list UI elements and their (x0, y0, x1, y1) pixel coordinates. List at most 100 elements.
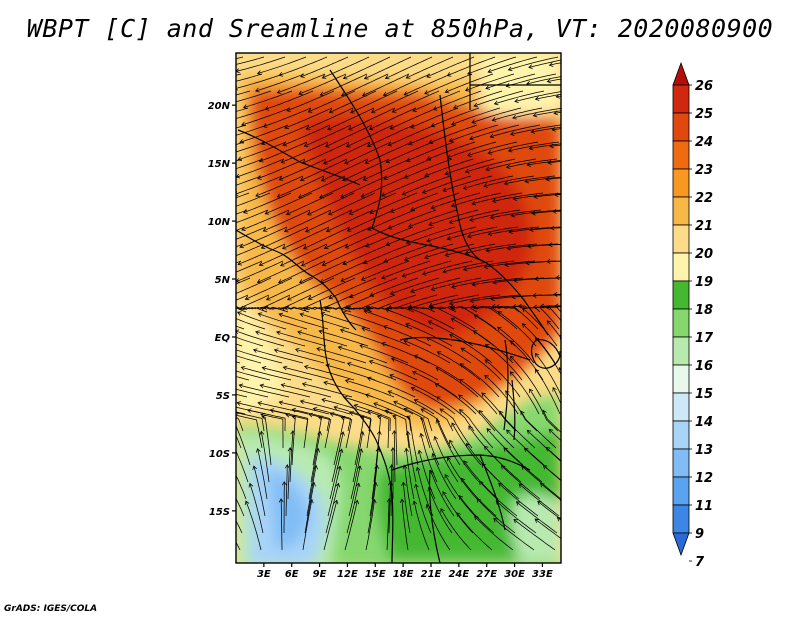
streamline-arrow (412, 500, 418, 506)
streamline (287, 277, 335, 301)
streamline (365, 226, 414, 247)
streamline-arrow (344, 304, 350, 310)
colorbar-swatch (672, 196, 690, 226)
streamline (369, 360, 418, 381)
streamline-arrow (554, 303, 559, 309)
streamline (333, 416, 345, 466)
streamline-arrow (212, 84, 216, 88)
streamline (467, 141, 518, 156)
streamline-arrow (391, 430, 397, 435)
streamline (388, 209, 437, 229)
streamline (420, 408, 452, 449)
streamline (264, 294, 312, 310)
streamline-arrow (281, 481, 287, 486)
streamline-arrow (257, 401, 263, 406)
streamline-arrow (218, 243, 222, 247)
streamline-arrow (259, 430, 265, 436)
streamline (361, 327, 411, 347)
colorbar-label: 12 (695, 471, 713, 486)
streamline-arrow (242, 104, 248, 109)
streamline-arrow (213, 190, 217, 194)
longitude-axis: 3E 6E 9E 12E 15E 18E 21E 24E 27E 30E 33E (257, 563, 553, 580)
border-mali-niger (237, 129, 301, 163)
streamline-arrow (558, 367, 561, 372)
streamline (537, 501, 561, 520)
latitude-axis: 20N 15N 10N 5N EQ 5S 10S 15S (208, 101, 236, 518)
streamline-arrow (260, 244, 266, 249)
streamline (546, 307, 561, 322)
colorbar-swatch (672, 112, 690, 142)
streamline (528, 59, 561, 68)
streamline-arrow (365, 305, 371, 311)
streamline-arrow (389, 464, 395, 469)
streamline (606, 333, 627, 380)
streamline (369, 277, 419, 297)
streamline (236, 370, 271, 381)
streamline (258, 402, 309, 415)
streamline (345, 379, 395, 398)
streamline-arrow (505, 390, 510, 395)
streamline (571, 142, 622, 144)
colorbar-label: 20 (695, 247, 713, 262)
streamline (386, 498, 390, 551)
streamline (521, 465, 561, 500)
streamline (340, 260, 389, 282)
streamline-arrow (465, 442, 471, 448)
streamline (266, 277, 314, 301)
streamline-arrow (497, 311, 503, 316)
lat-tick-label: 10S (209, 449, 230, 460)
streamline-arrow (604, 350, 608, 354)
streamline-arrow (573, 427, 577, 431)
streamline-arrow (444, 88, 450, 94)
streamline (305, 209, 353, 233)
streamline (392, 415, 398, 466)
streamline-arrow (389, 208, 395, 213)
streamline (367, 209, 416, 231)
streamline-arrow (383, 258, 389, 263)
streamline-arrow (473, 102, 479, 108)
streamline-arrow (566, 463, 570, 467)
streamline (349, 192, 397, 215)
streamline (576, 386, 600, 431)
streamline (484, 375, 519, 415)
streamline (472, 277, 524, 286)
streamline (236, 158, 285, 178)
streamline (555, 277, 561, 279)
streamline (445, 73, 494, 93)
streamline (319, 175, 367, 199)
streamline-arrow (278, 312, 284, 318)
streamline (367, 124, 415, 147)
streamline-arrow (255, 87, 260, 93)
streamline-arrow (369, 209, 374, 214)
streamline-arrow (404, 447, 409, 453)
streamline (318, 330, 369, 347)
streamline (465, 73, 515, 91)
streamline-arrow (537, 500, 542, 506)
streamline (364, 56, 412, 80)
streamline (525, 176, 561, 182)
streamline-arrow (553, 110, 558, 116)
streamline (588, 478, 622, 516)
streamline (442, 260, 494, 273)
streamline (410, 192, 460, 211)
streamline (350, 90, 398, 114)
streamline (410, 277, 461, 293)
streamline (557, 517, 561, 521)
streamline-arrow (406, 415, 411, 420)
streamline (558, 367, 561, 372)
streamline (430, 470, 455, 517)
streamline (237, 141, 287, 161)
streamline-arrow (512, 304, 517, 309)
streamline (365, 141, 413, 164)
streamline-arrow (427, 486, 433, 492)
streamline-arrow (284, 464, 290, 469)
streamline-arrow (490, 296, 495, 302)
streamline-arrow (333, 499, 339, 505)
streamline (285, 414, 309, 449)
streamline (258, 313, 308, 330)
streamline-arrow (200, 100, 204, 104)
streamline-arrow (547, 160, 552, 165)
streamline-arrow (236, 191, 239, 196)
streamline-arrow (255, 447, 261, 453)
streamline-arrow (521, 323, 527, 328)
